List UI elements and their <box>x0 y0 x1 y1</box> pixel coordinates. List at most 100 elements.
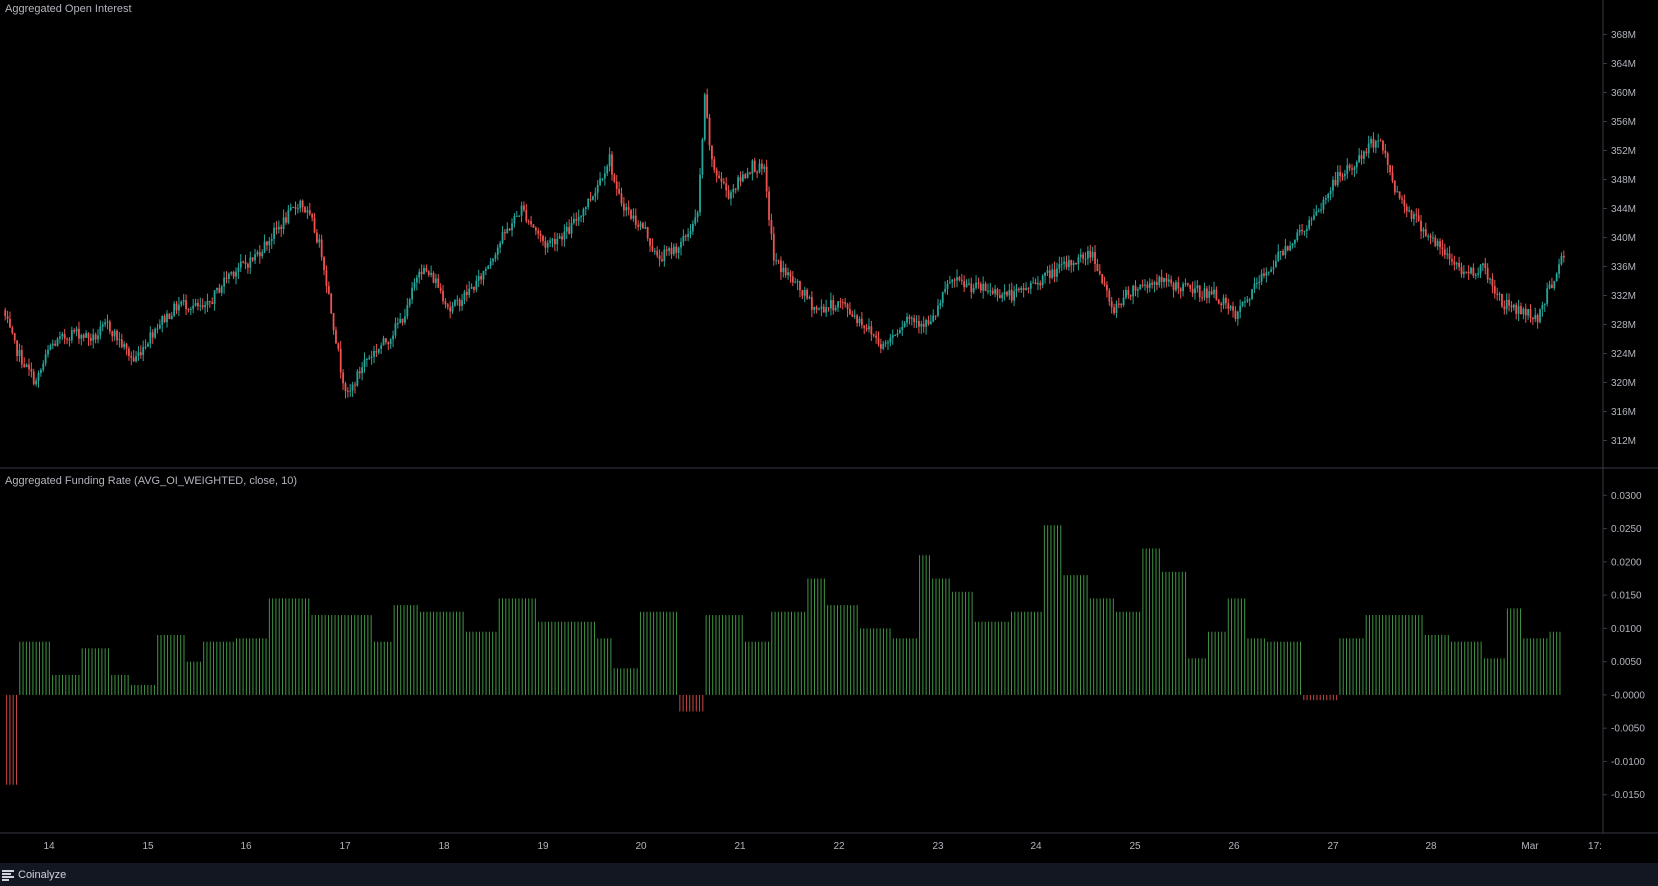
candle-body <box>810 297 813 310</box>
candle-body <box>389 339 392 345</box>
brand[interactable]: Coinalyze <box>0 866 66 884</box>
candle-body <box>868 326 870 330</box>
candle-body <box>594 192 597 197</box>
candle-body <box>487 265 490 269</box>
candle-body <box>1013 291 1016 301</box>
candle-body <box>791 276 794 283</box>
candle-body <box>1056 268 1058 277</box>
candle-body <box>1098 270 1101 275</box>
candle-body <box>1113 307 1115 313</box>
candle-body <box>1063 261 1065 264</box>
candle-body <box>1146 284 1149 288</box>
candle-body <box>1498 294 1501 296</box>
candle-body <box>682 235 685 242</box>
candle-body <box>587 198 590 208</box>
candle-body <box>187 308 190 311</box>
fr-tick-label: -0.0150 <box>1611 790 1645 801</box>
fr-tick-label: 0.0300 <box>1611 491 1642 502</box>
candle-body <box>385 338 387 343</box>
candle-body <box>706 94 709 118</box>
candle-body <box>1255 283 1258 285</box>
oi-tick-label: 336M <box>1611 262 1636 273</box>
candle-body <box>929 321 932 325</box>
time-tick-label: 18 <box>438 841 450 852</box>
candle-body <box>753 160 756 173</box>
candle-body <box>953 279 956 281</box>
candle-body <box>158 324 161 329</box>
candle-body <box>815 306 818 310</box>
candle-body <box>530 221 532 225</box>
candle-body <box>882 343 885 349</box>
candle-body <box>1027 288 1030 290</box>
candle-body <box>799 281 801 291</box>
candle-body <box>1332 179 1334 191</box>
candle-body <box>54 343 57 346</box>
candle-body <box>1524 308 1527 316</box>
candle-body <box>851 314 854 317</box>
candle-body <box>434 278 437 283</box>
candle-body <box>1020 287 1023 290</box>
candle-body <box>506 228 509 234</box>
candle-body <box>1322 199 1325 210</box>
candle-body <box>49 345 52 350</box>
candle-body <box>80 335 83 339</box>
candle-body <box>468 288 471 296</box>
candle-body <box>232 271 235 277</box>
candle-body <box>772 233 775 261</box>
candle-body <box>1436 241 1439 247</box>
time-tick-label: 14 <box>43 841 55 852</box>
candle-body <box>1296 232 1299 240</box>
candle-body <box>768 191 770 220</box>
candle-body <box>70 330 73 341</box>
candle-body <box>689 231 692 235</box>
candle-body <box>1310 219 1313 221</box>
candle-body <box>1320 209 1322 211</box>
fr-tick-label: -0.0050 <box>1611 724 1645 735</box>
candle-body <box>858 318 861 324</box>
candle-body <box>1117 303 1120 305</box>
time-tick-label: 27 <box>1327 841 1339 852</box>
candle-body <box>494 254 497 259</box>
candle-body <box>699 174 701 213</box>
candle-body <box>979 283 982 291</box>
candle-body <box>780 260 782 273</box>
candle-body <box>537 230 540 234</box>
candle-body <box>1215 289 1218 300</box>
candle-body <box>1470 267 1472 274</box>
candle-body <box>318 239 321 243</box>
candle-body <box>1472 267 1475 276</box>
candle-body <box>1517 306 1520 314</box>
candle-body <box>1515 304 1518 314</box>
candle-body <box>132 357 135 362</box>
candle-body <box>713 159 716 170</box>
candle-body <box>30 369 33 372</box>
candle-body <box>1491 278 1494 287</box>
candle-body <box>1529 309 1532 318</box>
candle-body <box>470 286 473 289</box>
time-tick-label: 15 <box>142 841 154 852</box>
candle-body <box>849 309 851 315</box>
candle-body <box>749 172 751 174</box>
candle-body <box>1022 287 1025 290</box>
candle-body <box>963 281 966 288</box>
candle-body <box>1455 263 1458 265</box>
candle-body <box>1422 229 1425 232</box>
candle-body <box>268 241 271 246</box>
candle-body <box>1148 282 1151 288</box>
candle-body <box>544 241 547 248</box>
candle-body <box>534 227 537 231</box>
footer-bar <box>0 863 1658 886</box>
candle-body <box>1286 246 1289 251</box>
candle-body <box>1446 253 1449 255</box>
candle-body <box>301 200 304 208</box>
candle-body <box>1289 245 1292 251</box>
candle-body <box>789 272 792 277</box>
candle-body <box>658 255 661 260</box>
candle-body <box>489 261 492 266</box>
oi-tick-label: 320M <box>1611 378 1636 389</box>
candle-body <box>113 330 116 337</box>
candle-body <box>1186 283 1189 285</box>
candle-body <box>722 181 725 184</box>
candle-body <box>1079 254 1082 258</box>
candle-body <box>249 257 252 268</box>
